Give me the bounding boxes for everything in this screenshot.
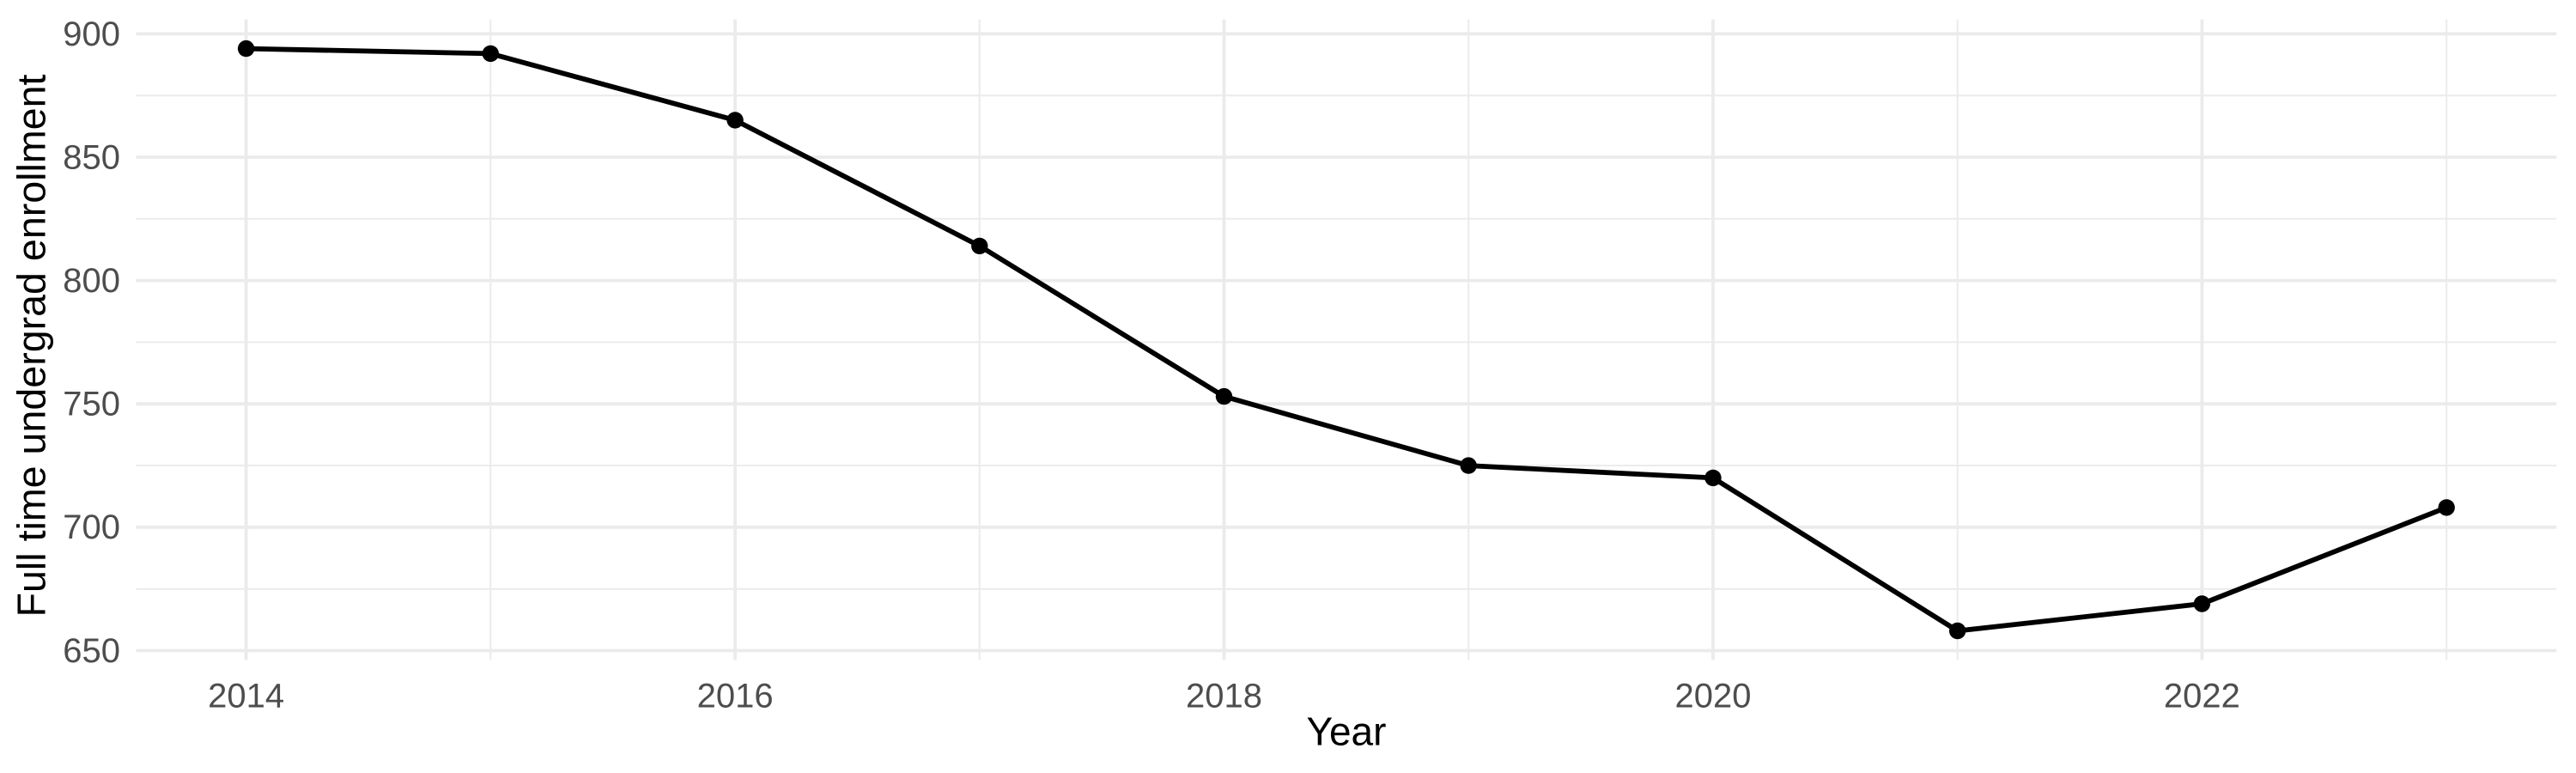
svg-text:Full time undergrad enrollment: Full time undergrad enrollment	[9, 74, 54, 617]
svg-text:850: 850	[63, 138, 120, 176]
svg-text:2020: 2020	[1675, 678, 1752, 715]
svg-text:Year: Year	[1307, 709, 1387, 753]
svg-text:650: 650	[63, 632, 120, 670]
svg-text:800: 800	[63, 262, 120, 300]
svg-text:700: 700	[63, 508, 120, 546]
svg-text:2018: 2018	[1186, 678, 1262, 715]
svg-text:2022: 2022	[2164, 678, 2240, 715]
svg-text:2016: 2016	[697, 678, 774, 715]
svg-text:2014: 2014	[208, 678, 284, 715]
svg-text:750: 750	[63, 386, 120, 423]
svg-text:900: 900	[63, 15, 120, 53]
